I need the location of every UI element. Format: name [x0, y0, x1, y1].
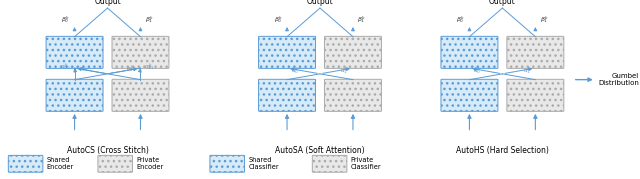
Text: Output: Output [94, 0, 121, 6]
FancyBboxPatch shape [507, 36, 564, 68]
Text: $\beta_1^k$: $\beta_1^k$ [540, 14, 549, 25]
FancyBboxPatch shape [324, 36, 381, 68]
Text: AutoSA (Soft Attention): AutoSA (Soft Attention) [275, 146, 365, 155]
FancyBboxPatch shape [46, 79, 103, 111]
FancyBboxPatch shape [98, 155, 132, 172]
Text: $\alpha_{11}^k$: $\alpha_{11}^k$ [145, 61, 155, 72]
Text: Shared
Encoder: Shared Encoder [47, 157, 74, 170]
Text: Gumbel
Distribution: Gumbel Distribution [575, 73, 639, 86]
Text: $\beta_1^k$: $\beta_1^k$ [357, 14, 367, 25]
Text: $\alpha_{00}^k$: $\alpha_{00}^k$ [60, 61, 71, 72]
FancyBboxPatch shape [312, 155, 347, 172]
FancyBboxPatch shape [259, 79, 316, 111]
Text: Output: Output [307, 0, 333, 6]
Text: $\alpha_0^k$: $\alpha_0^k$ [291, 65, 300, 76]
FancyBboxPatch shape [46, 36, 103, 68]
Text: AutoCS (Cross Stitch): AutoCS (Cross Stitch) [67, 146, 148, 155]
Text: $\alpha_0^k$: $\alpha_0^k$ [474, 65, 482, 76]
FancyBboxPatch shape [112, 79, 169, 111]
FancyBboxPatch shape [259, 36, 316, 68]
Text: $\beta_0^k$: $\beta_0^k$ [273, 14, 283, 25]
Text: AutoHS (Hard Selection): AutoHS (Hard Selection) [456, 146, 549, 155]
Text: Private
Classifier: Private Classifier [351, 157, 381, 170]
FancyBboxPatch shape [441, 79, 498, 111]
FancyBboxPatch shape [8, 155, 43, 172]
Text: $\alpha_{10}^k$: $\alpha_{10}^k$ [127, 63, 138, 74]
FancyBboxPatch shape [441, 36, 498, 68]
Text: $\alpha_{01}^k$: $\alpha_{01}^k$ [78, 63, 88, 74]
Text: $\alpha_1^k$: $\alpha_1^k$ [523, 65, 531, 76]
FancyBboxPatch shape [112, 36, 169, 68]
Text: $\beta_0^k$: $\beta_0^k$ [61, 14, 70, 25]
FancyBboxPatch shape [210, 155, 244, 172]
Text: $\beta_1^k$: $\beta_1^k$ [145, 14, 154, 25]
Text: Shared
Classifier: Shared Classifier [248, 157, 279, 170]
FancyBboxPatch shape [324, 79, 381, 111]
Text: $\beta_0^k$: $\beta_0^k$ [456, 14, 465, 25]
FancyBboxPatch shape [507, 79, 564, 111]
Text: Private
Encoder: Private Encoder [136, 157, 164, 170]
Text: Output: Output [489, 0, 516, 6]
Text: $\alpha_1^k$: $\alpha_1^k$ [340, 65, 349, 76]
